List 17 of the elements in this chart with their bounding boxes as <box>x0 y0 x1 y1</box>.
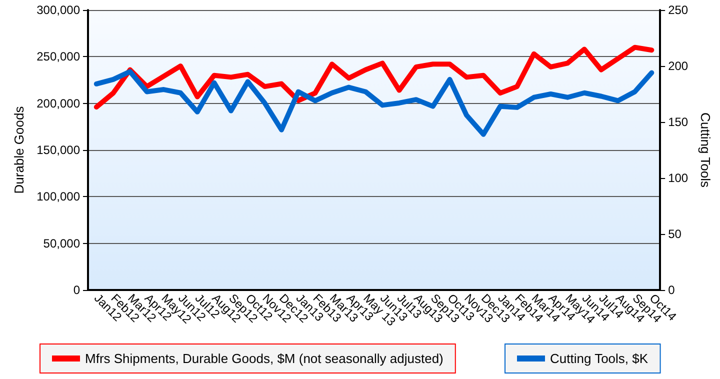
y-tick-label: 300,000 <box>36 3 80 17</box>
y2-tick-label: 0 <box>668 283 676 297</box>
y-tick-label: 250,000 <box>36 50 80 64</box>
y-axis-title: Durable Goods <box>12 106 27 194</box>
y2-tick-label: 200 <box>668 59 688 73</box>
y2-axis-title: Cutting Tools <box>698 112 713 188</box>
y-tick-label: 150,000 <box>36 143 80 157</box>
y2-tick-label: 50 <box>668 227 682 241</box>
legend-label: Cutting Tools, $K <box>550 351 648 366</box>
y-tick-label: 200,000 <box>36 96 80 110</box>
y2-tick-label: 150 <box>668 115 688 129</box>
legend-label: Mfrs Shipments, Durable Goods, $M (not seasonally adjusted) <box>85 351 444 366</box>
y-tick-label: 50,000 <box>43 236 80 250</box>
y2-tick-label: 100 <box>668 171 688 185</box>
y2-tick-label: 250 <box>668 3 688 17</box>
y-tick-label: 100,000 <box>36 190 80 204</box>
y-tick-label: 0 <box>73 283 80 297</box>
